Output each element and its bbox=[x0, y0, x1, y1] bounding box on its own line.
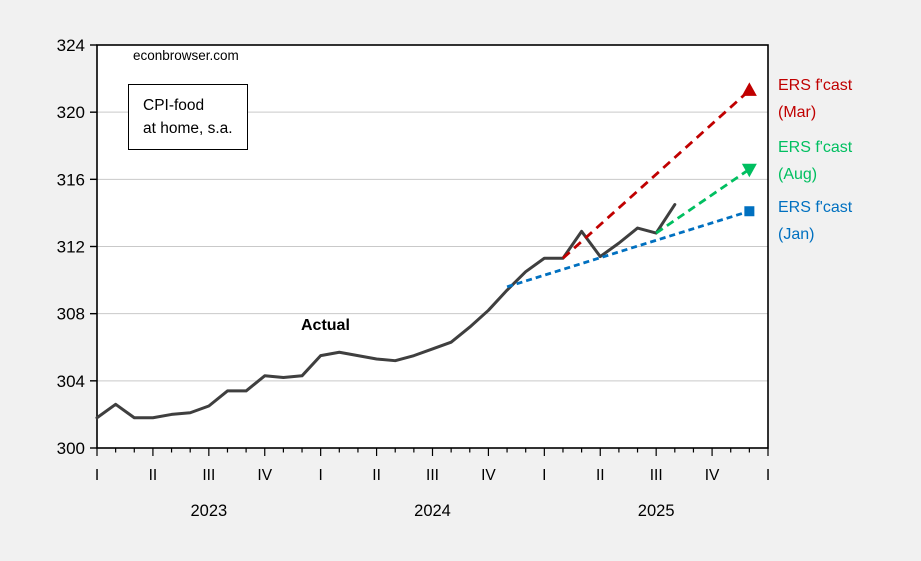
y-tick-label: 304 bbox=[57, 372, 85, 391]
y-tick-label: 308 bbox=[57, 305, 85, 324]
chart-title-box: CPI-food at home, s.a. bbox=[128, 84, 248, 150]
forecast-line-triangle-down bbox=[655, 168, 751, 235]
quarter-label: I bbox=[542, 467, 546, 484]
quarter-label: I bbox=[95, 467, 99, 484]
legend-label-line1: ERS f'cast bbox=[778, 199, 853, 216]
square-marker-icon bbox=[744, 206, 755, 217]
legend-ers-forecast-mar: ERS f'cast (Mar) bbox=[778, 72, 918, 126]
actual-series-label: Actual bbox=[301, 317, 350, 334]
quarter-label: I bbox=[319, 467, 323, 484]
quarter-label: IV bbox=[481, 467, 496, 484]
quarter-label: IV bbox=[257, 467, 272, 484]
quarter-label: III bbox=[202, 467, 215, 484]
y-tick-label: 300 bbox=[57, 439, 85, 458]
y-tick-label: 320 bbox=[57, 103, 85, 122]
quarter-label: IV bbox=[705, 467, 720, 484]
actual-line bbox=[95, 203, 677, 420]
forecast-line-square bbox=[506, 209, 750, 289]
legend-label-line2: (Mar) bbox=[778, 104, 817, 121]
year-label: 2023 bbox=[190, 502, 227, 520]
legend-label-line2: (Aug) bbox=[778, 166, 818, 183]
quarter-label: I bbox=[766, 467, 770, 484]
year-label: 2024 bbox=[414, 502, 451, 520]
quarter-label: II bbox=[596, 467, 605, 484]
y-tick-label: 312 bbox=[57, 237, 85, 256]
watermark-text: econbrowser.com bbox=[133, 48, 239, 63]
quarter-label: II bbox=[149, 467, 158, 484]
chart-title-line2: at home, s.a. bbox=[143, 120, 233, 137]
quarter-label: III bbox=[426, 467, 439, 484]
quarter-label: II bbox=[372, 467, 381, 484]
year-label: 2025 bbox=[638, 502, 675, 520]
triangle-down-marker-icon bbox=[741, 163, 757, 178]
legend-label-line1: ERS f'cast bbox=[778, 77, 853, 94]
legend-ers-forecast-aug: ERS f'cast (Aug) bbox=[778, 134, 918, 188]
chart-title-line1: CPI-food bbox=[143, 97, 205, 114]
y-tick-label: 316 bbox=[57, 170, 85, 189]
triangle-up-marker-icon bbox=[741, 82, 757, 96]
forecast-line-triangle-up bbox=[562, 89, 751, 260]
y-tick-label: 324 bbox=[57, 36, 85, 55]
legend-label-line2: (Jan) bbox=[778, 226, 815, 243]
legend-label-line1: ERS f'cast bbox=[778, 139, 853, 156]
legend-ers-forecast-jan: ERS f'cast (Jan) bbox=[778, 194, 918, 248]
quarter-label: III bbox=[650, 467, 663, 484]
